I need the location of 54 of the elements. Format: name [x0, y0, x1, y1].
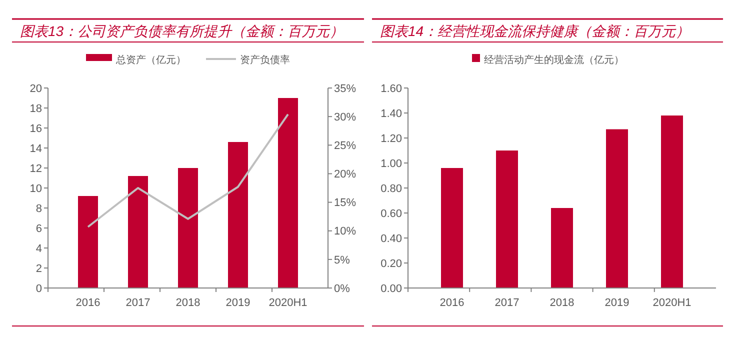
y2-tick-label: 30% — [334, 111, 356, 124]
bar — [128, 176, 148, 288]
y-tick-label: 6 — [36, 222, 42, 235]
y-tick-label: 8 — [36, 202, 42, 215]
line-series — [87, 113, 289, 228]
x-tick-label: 2016 — [440, 297, 464, 309]
y-tick-label: 0 — [36, 282, 42, 295]
bar — [661, 116, 683, 288]
bar — [78, 196, 98, 288]
legend-label: 总资产（亿元） — [115, 54, 186, 66]
y2-tick-label: 5% — [334, 254, 350, 266]
legend-label: 经营活动产生的现金流（亿元） — [484, 54, 624, 66]
y-tick-label: 0.40 — [380, 232, 402, 245]
y-tick-label: 16 — [30, 122, 42, 135]
y-tick-label: 1.40 — [380, 108, 402, 120]
y2-tick-label: 35% — [334, 82, 356, 95]
y-tick-label: 12 — [30, 162, 42, 175]
x-tick-label: 2019 — [604, 297, 630, 309]
x-tick-label: 2020H1 — [268, 297, 308, 309]
x-tick-label: 2017 — [126, 297, 150, 309]
bar — [178, 168, 198, 288]
y-tick-label: 0.60 — [380, 208, 402, 220]
y-tick-label: 1.00 — [380, 158, 402, 170]
x-tick-label: 2016 — [76, 297, 100, 309]
x-tick-label: 2019 — [226, 297, 250, 309]
bar — [228, 142, 248, 288]
y-tick-label: 0.80 — [380, 182, 402, 195]
x-tick-label: 2020H1 — [652, 297, 692, 309]
y2-tick-label: 25% — [334, 140, 356, 152]
x-tick-label: 2017 — [494, 297, 520, 309]
y-tick-label: 2 — [36, 262, 42, 275]
y2-tick-label: 0% — [334, 282, 350, 295]
y-tick-label: 0.00 — [380, 282, 402, 295]
y2-tick-label: 15% — [334, 197, 356, 210]
y-tick-label: 4 — [36, 242, 42, 255]
bar — [496, 150, 518, 288]
bar — [551, 208, 573, 288]
legend-label: 资产负债率 — [240, 54, 290, 66]
chart-title: 图表13：公司资产负债率有所提升（金额：百万元） — [20, 23, 344, 39]
y-tick-label: 1.20 — [380, 132, 402, 145]
y-tick-label: 18 — [30, 102, 42, 115]
y2-tick-label: 10% — [334, 226, 356, 238]
y-tick-label: 20 — [30, 82, 42, 95]
bar — [606, 129, 628, 288]
bar — [441, 168, 463, 288]
y2-tick-label: 20% — [334, 168, 356, 181]
y-tick-label: 1.60 — [380, 82, 402, 95]
bar — [278, 98, 298, 288]
y-tick-label: 0.20 — [380, 258, 402, 270]
y-tick-label: 10 — [30, 182, 42, 195]
x-tick-label: 2018 — [176, 297, 200, 309]
y-tick-label: 14 — [30, 142, 42, 155]
x-tick-label: 2018 — [550, 297, 574, 309]
chart-title: 图表14：经营性现金流保持健康（金额：百万元） — [380, 23, 690, 39]
